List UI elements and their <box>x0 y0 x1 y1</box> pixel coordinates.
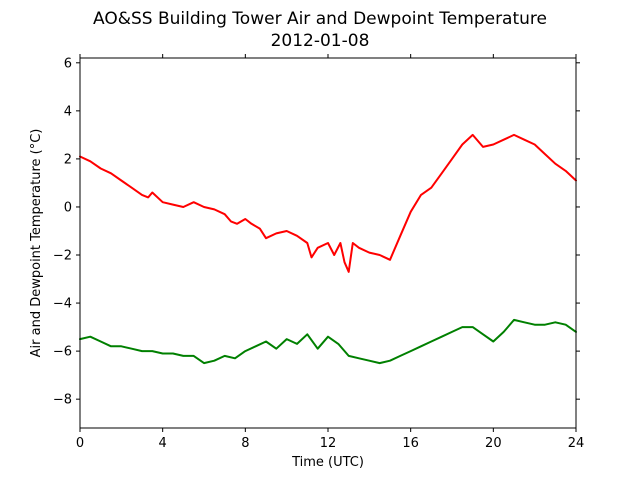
x-tick-label: 0 <box>76 436 84 451</box>
y-tick-label: −8 <box>53 393 72 408</box>
series-line-1 <box>79 133 577 273</box>
y-axis-ticks: −8 −6 −4 −2 0 2 4 6 <box>53 56 580 408</box>
y-tick-label: −4 <box>53 297 72 312</box>
x-tick-label: 20 <box>485 436 502 451</box>
x-tick-label: 16 <box>402 436 419 451</box>
x-tick-label: 12 <box>320 436 337 451</box>
y-tick-label: 0 <box>64 200 72 215</box>
series-layer <box>79 133 577 365</box>
y-tick-label: −2 <box>53 249 72 264</box>
y-tick-label: 2 <box>64 152 72 167</box>
chart-subtitle: 2012-01-08 <box>271 31 370 51</box>
x-tick-label: 8 <box>241 436 249 451</box>
chart-title: AO&SS Building Tower Air and Dewpoint Te… <box>93 9 547 29</box>
x-tick-label: 24 <box>568 436 585 451</box>
x-tick-label: 4 <box>159 436 167 451</box>
y-tick-label: 6 <box>64 56 72 71</box>
y-tick-label: 4 <box>64 104 72 119</box>
series-line-2 <box>79 318 577 365</box>
y-tick-label: −6 <box>53 345 72 360</box>
x-axis-ticks: 0 4 8 12 16 20 24 <box>76 54 584 451</box>
x-axis-label: Time (UTC) <box>291 455 364 470</box>
y-axis-label: Air and Dewpoint Temperature (°C) <box>29 129 44 358</box>
